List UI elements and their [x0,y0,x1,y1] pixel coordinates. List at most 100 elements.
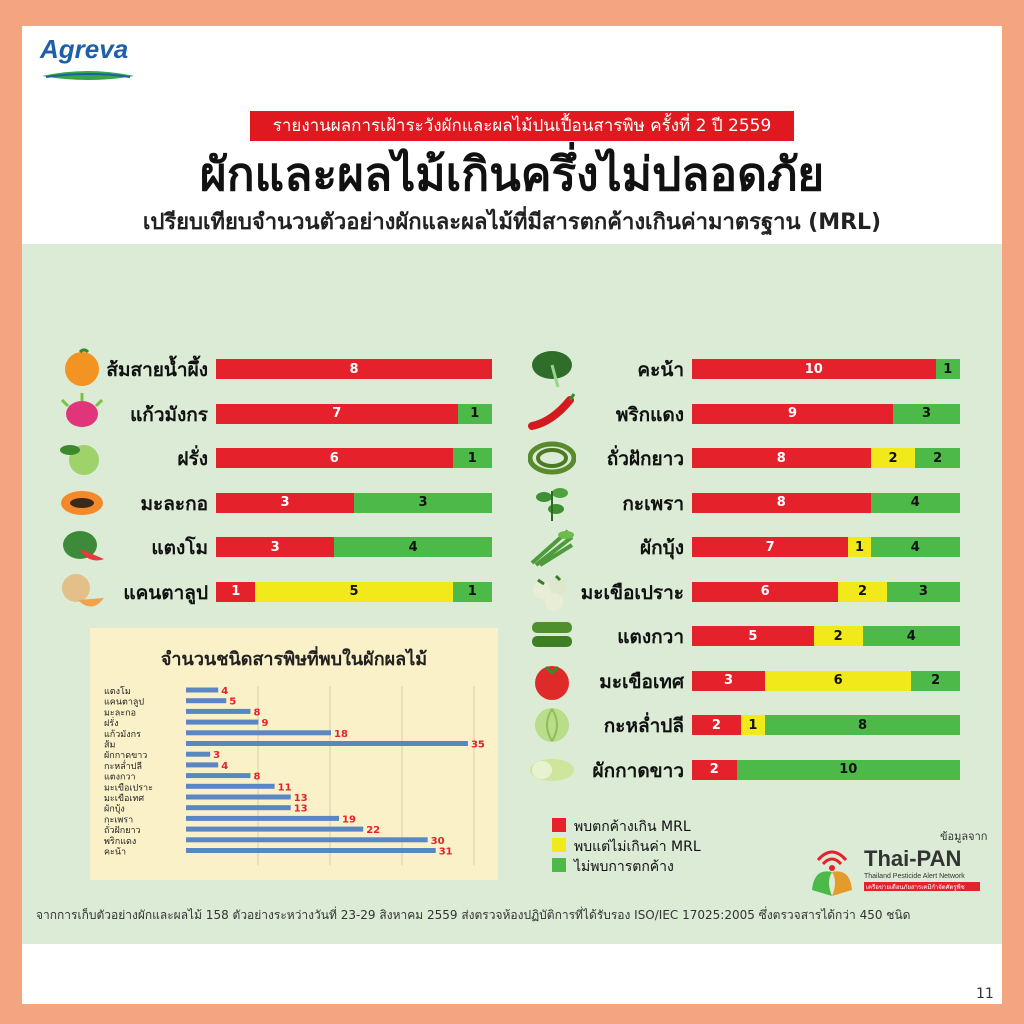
category-label: คะน้า [104,847,126,858]
chemical-bar [186,848,436,853]
category-label: ผักบุ้ง [104,804,125,815]
category-label: กะหล่ำปลี [104,759,142,772]
value-label: 13 [294,804,308,815]
chart-row: ผักบุ้ง 7 1 4 [22,529,1002,567]
bar-segment-red: 10 [692,359,936,379]
cantaloupe-icon [58,570,106,612]
row-label: ผักกาดขาว [592,759,684,782]
bar-segment-green: 1 [457,403,492,424]
legend-swatch-green [552,858,566,872]
chart-row: พริกแดง 9 3 [22,392,1002,430]
value-label: 18 [334,729,348,740]
category-label: มะละกอ [104,708,136,718]
row-label: กะเพรา [622,492,684,515]
papaya-icon [58,481,106,523]
bar-segment-red: 6 [216,448,453,468]
category-label: มะเขือเทศ [104,793,144,804]
bar-segment-red: 8 [692,492,871,513]
chemical-bar [186,687,219,693]
bar-segment-green: 4 [870,537,960,557]
bar-segment-green: 1 [452,581,492,602]
row-label: คะน้า [637,359,684,381]
long-bean-icon [527,436,577,478]
value-label: 30 [431,836,445,847]
category-label: มะเขือเปราะ [104,782,153,793]
chinese-cabbage-icon [528,748,576,790]
category-label: แก้วมังกร [104,729,141,740]
row-label: แคนตาลูป [123,581,208,604]
cucumber-icon [528,614,576,656]
row-label: แตงกวา [617,626,684,648]
category-label: กะเพรา [104,815,133,825]
bar-segment-yellow: 2 [838,581,887,602]
morning-glory-icon [528,525,576,567]
bar-segment-green: 2 [911,670,960,691]
chart-row: คะน้า 10 1 [22,351,1002,388]
value-label: 9 [262,718,269,729]
thai-pan-fullname: Thailand Pesticide Alert Network [864,873,965,880]
chemical-bar [186,805,291,811]
row-label: มะละกอ [140,492,209,515]
chemical-bar [186,783,275,789]
value-label: 8 [253,772,260,783]
category-label: ส้ม [104,740,115,751]
cabbage-icon [528,703,576,745]
report-banner: รายงานผลการเฝ้าระวังผักและผลไม้ปนเปื้อนส… [250,111,794,141]
chemical-bar [186,708,251,714]
row-label: แตงโม [151,537,208,559]
bar-segment-green: 3 [886,581,960,602]
bar-segment-green: 3 [354,492,492,513]
watermelon-icon [58,525,106,567]
thai-pan-logo: Thai-PAN Thailand Pesticide Alert Networ… [804,838,984,908]
chemical-bar [186,751,211,757]
dragonfruit-icon [58,392,106,434]
bar-segment-green: 8 [765,715,960,735]
chart-row: ถั่วฝักยาว 8 2 2 [22,441,1002,475]
main-title: ผักและผลไม้เกินครึ่งไม่ปลอดภัย [199,147,825,201]
chemical-bar [186,815,340,821]
chemical-count-panel: แตงโม 4 แคนตาลูป 5 มะละกอ 8 ฝรั่ง 9 แก้วมังกร 18 ส… [90,628,498,880]
chart-row: กะเพรา 8 4 [22,487,1002,521]
category-label: ถั่วฝักยาว [104,823,141,836]
row-label: ฝรั่ง [177,448,208,470]
stacked-bar: 10 1 [692,359,960,379]
chart-row: มะเขือเทศ 3 6 2 [22,665,1002,700]
bar-segment-red: 1 [216,581,256,602]
row-label: มะเขือเปราะ [580,581,684,604]
bar-segment-green: 4 [334,537,492,557]
agreva-logo: Agreva [40,34,140,84]
chart-row: แตงโม 3 4 [22,531,1002,561]
category-label: แตงกวา [104,773,136,783]
bar-segment-green: 2 [915,448,960,468]
logo-swoosh-icon [42,71,134,80]
value-label: 4 [221,686,228,697]
thai-pan-name: Thai-PAN [864,846,961,871]
chemical-count-chart: แตงโม 4 แคนตาลูป 5 มะละกอ 8 ฝรั่ง 9 แก้วมังกร 18 ส… [104,686,485,866]
chemical-bar [186,773,251,779]
bar-segment-green: 4 [862,626,960,646]
bar-segment-red: 7 [692,537,849,557]
legend-label: พบตกค้างเกิน MRL [574,819,691,835]
thai-pan-thai-name: เครือข่ายเตือนภัยสารเคมีกำจัดศัตรูพืช [866,883,965,891]
category-label: แคนตาลูป [104,698,144,708]
thai-eggplant-icon [528,570,576,612]
row-label: ถั่วฝักยาว [606,448,684,470]
chemical-bar [186,762,219,768]
bar-segment-yellow: 2 [813,626,863,646]
value-label: 22 [366,825,380,836]
bar-segment-yellow: 1 [740,715,766,735]
row-label: แก้วมังกร [130,403,208,426]
value-label: 19 [342,814,356,825]
legend-label: ไม่พบการตกค้าง [574,859,674,875]
